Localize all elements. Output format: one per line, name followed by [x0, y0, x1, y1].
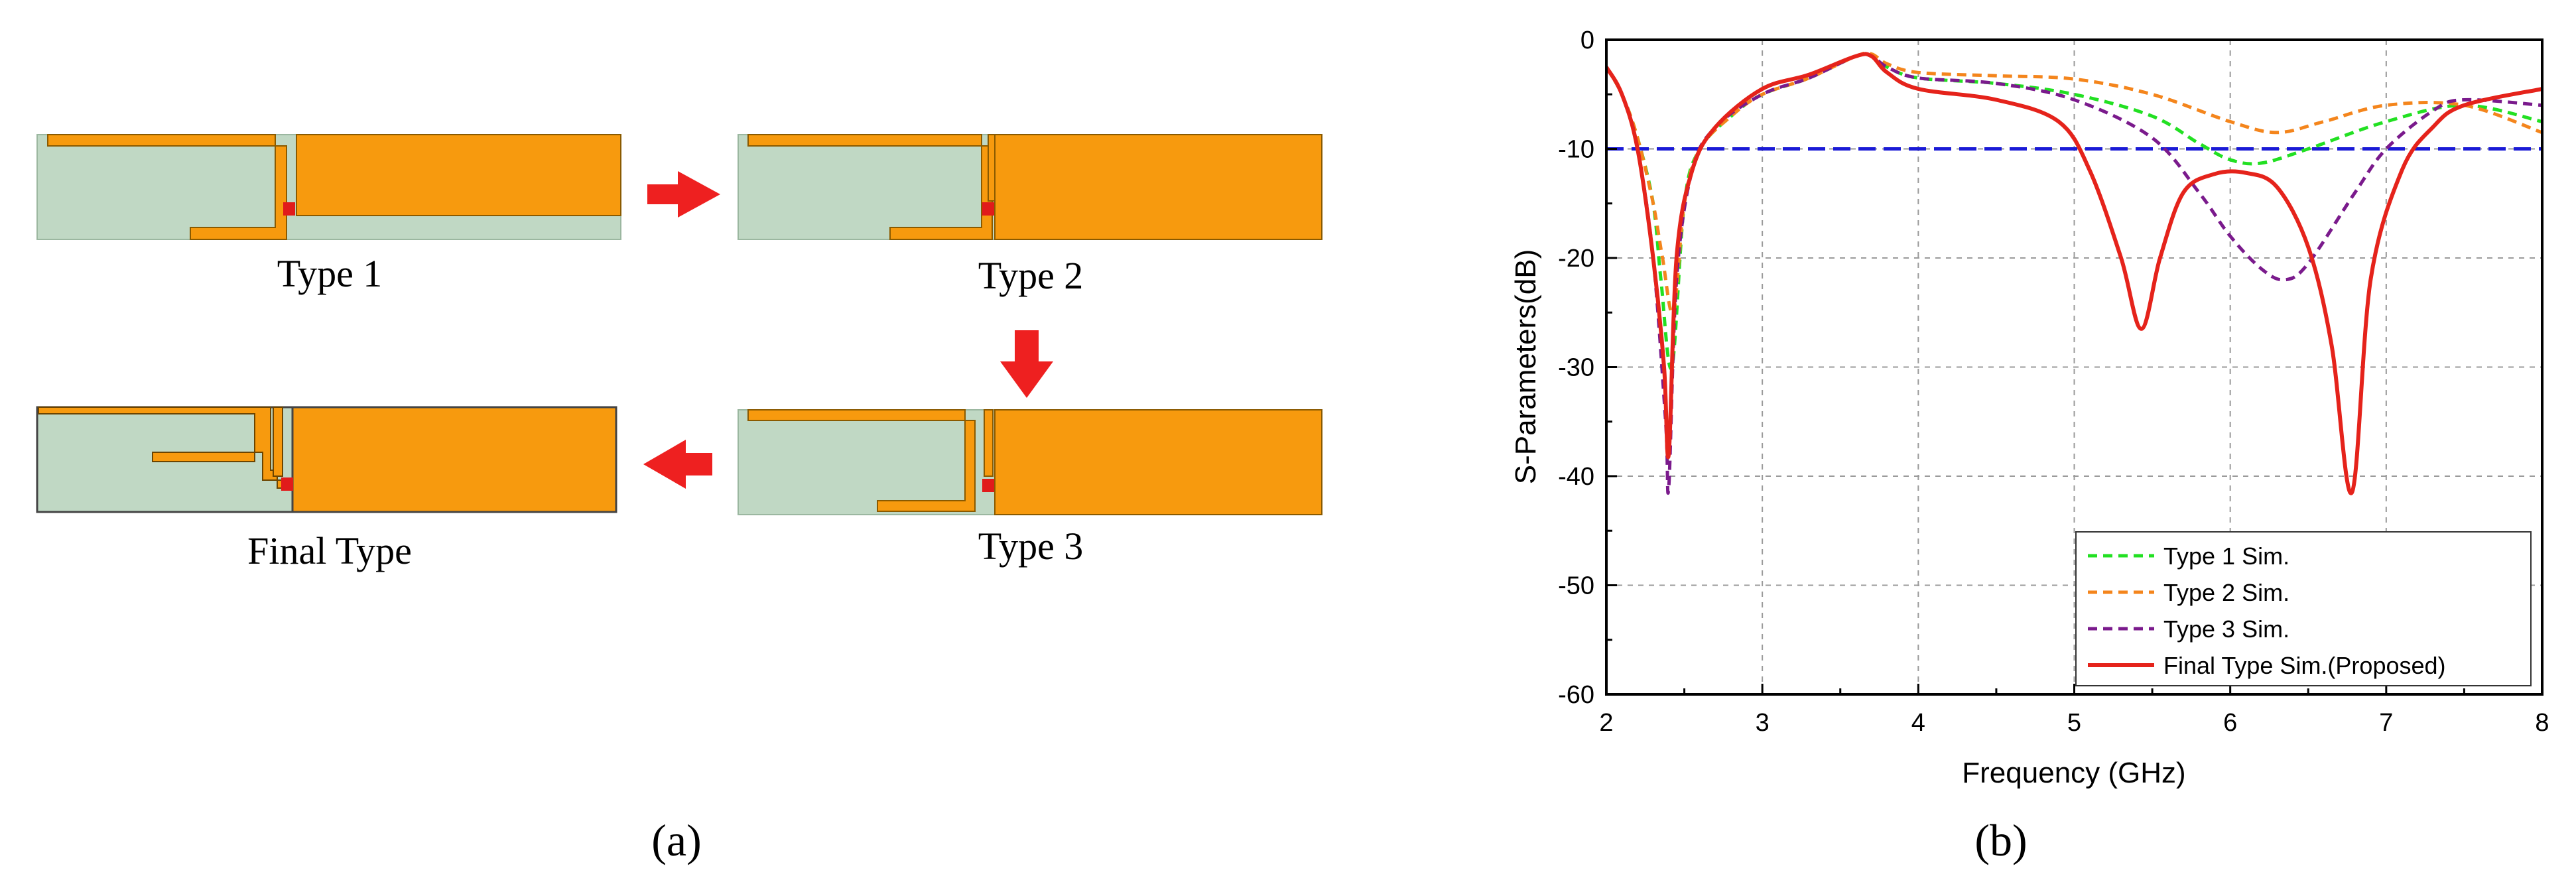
type-2-label: Type 2: [978, 254, 1084, 297]
panel-a: Type 1 Type 2 Type 3 Final Type (a): [36, 134, 1322, 865]
legend-label: Type 1 Sim.: [2163, 542, 2289, 570]
series-line-4: [1606, 52, 2542, 495]
x-tick-label: 5: [2067, 709, 2081, 737]
y-axis-label: S-Parameters(dB): [1510, 249, 1542, 485]
antenna-final-type: [36, 406, 617, 513]
series-line-2: [1606, 51, 2542, 316]
y-tick-label: -20: [1558, 245, 1594, 273]
panel-b-label: (b): [1974, 815, 2027, 865]
y-tick-labels: 0 -10 -20 -30 -40 -50 -60: [1558, 27, 1594, 709]
x-tick-label: 7: [2379, 709, 2393, 737]
x-axis-label: Frequency (GHz): [1962, 757, 2185, 789]
final-type-label: Final Type: [247, 529, 412, 572]
series-line-3: [1606, 52, 2542, 495]
y-tick-label: -40: [1558, 463, 1594, 491]
type-1-label: Type 1: [277, 252, 383, 295]
chart-series: [1606, 51, 2542, 495]
x-tick-labels: 2 3 4 5 6 7 8: [1599, 709, 2549, 737]
axis-ticks: [1605, 38, 2544, 696]
legend-label: Final Type Sim.(Proposed): [2163, 652, 2446, 679]
y-tick-label: -30: [1558, 354, 1594, 382]
y-tick-label: -60: [1558, 681, 1594, 709]
y-tick-label: -50: [1558, 572, 1594, 600]
x-tick-label: 8: [2535, 709, 2549, 737]
arrow-right: [647, 171, 720, 218]
antenna-type-1: [36, 134, 621, 240]
legend-label: Type 3 Sim.: [2163, 615, 2289, 643]
legend: Type 1 Sim. Type 2 Sim. Type 3 Sim. Final T…: [2075, 531, 2532, 686]
x-tick-label: 6: [2223, 709, 2237, 737]
legend-label: Type 2 Sim.: [2163, 579, 2289, 606]
y-tick-label: -10: [1558, 136, 1594, 164]
antenna-type-2: [738, 134, 1322, 240]
y-tick-label: 0: [1580, 27, 1594, 54]
arrow-left: [643, 440, 712, 489]
arrow-down: [1000, 330, 1053, 398]
panel-a-label: (a): [651, 815, 701, 865]
type-3-label: Type 3: [978, 525, 1084, 568]
x-tick-label: 3: [1756, 709, 1770, 737]
antenna-type-3: [738, 409, 1322, 515]
x-tick-label: 2: [1599, 709, 1613, 737]
panel-b-chart: 2 3 4 5 6 7 8 0 -10 -20 -30 -40 -50 -60 Frequency (G…: [1510, 27, 2549, 865]
x-tick-label: 4: [1911, 709, 1925, 737]
